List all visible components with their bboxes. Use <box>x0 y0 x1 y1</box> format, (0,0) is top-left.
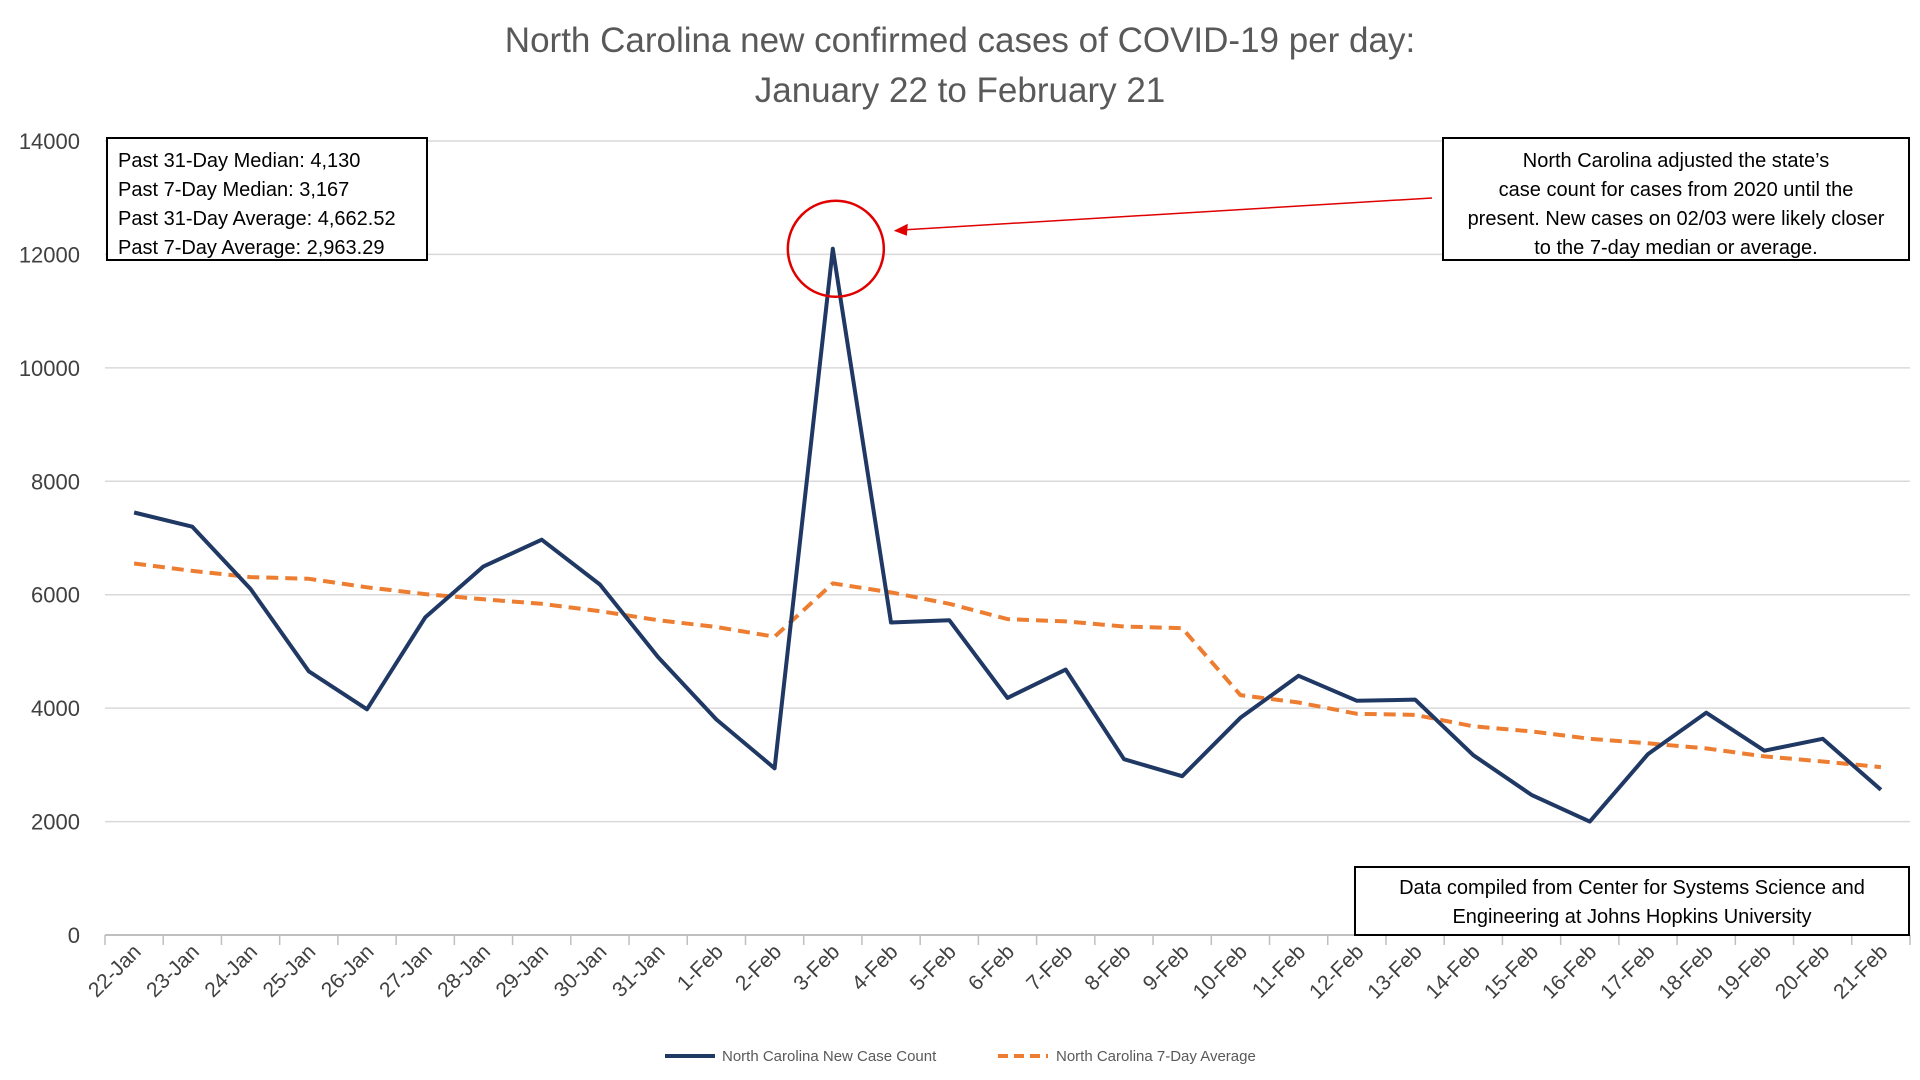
x-tick-label: 9-Feb <box>1139 940 1194 995</box>
series-line-case-count <box>133 246 1883 824</box>
x-tick-label: 26-Jan <box>317 940 379 1002</box>
y-tick-label: 2000 <box>31 810 80 835</box>
x-tick-label: 4-Feb <box>848 940 903 995</box>
x-tick-label: 21-Feb <box>1829 940 1892 1003</box>
x-tick-label: 10-Feb <box>1189 940 1252 1003</box>
series-line-7day-average <box>133 561 1882 770</box>
x-tick-label: 29-Jan <box>492 940 554 1002</box>
x-tick-label: 20-Feb <box>1771 940 1834 1003</box>
y-axis-ticks: 0 2000 4000 6000 8000 10000 12000 14000 <box>19 129 80 948</box>
x-tick-label: 16-Feb <box>1538 940 1601 1003</box>
x-tick-label: 27-Jan <box>375 940 437 1002</box>
source-note-box: Data compiled from Center for Systems Sc… <box>1354 866 1910 936</box>
stat-31day-average: Past 31-Day Average: 4,662.52 <box>118 208 396 230</box>
x-tick-label: 28-Jan <box>433 940 495 1002</box>
x-tick-label: 17-Feb <box>1596 940 1659 1003</box>
x-tick-label: 19-Feb <box>1713 940 1776 1003</box>
adjustment-note-line: North Carolina adjusted the state’s <box>1522 150 1830 172</box>
chart-title-line-2: January 22 to February 21 <box>755 71 1166 110</box>
x-tick-label: 2-Feb <box>731 940 786 995</box>
y-tick-label: 4000 <box>31 696 80 721</box>
x-tick-label: 18-Feb <box>1654 940 1717 1003</box>
adjustment-note-line: present. New cases on 02/03 were likely … <box>1467 208 1885 230</box>
x-tick-label: 15-Feb <box>1480 940 1543 1003</box>
series-layer <box>133 246 1883 824</box>
stat-31day-median: Past 31-Day Median: 4,130 <box>118 150 361 172</box>
x-tick-label: 31-Jan <box>608 940 670 1002</box>
source-note-line: Data compiled from Center for Systems Sc… <box>1399 877 1865 899</box>
adjustment-note-line: case count for cases from 2020 until the <box>1498 179 1854 201</box>
x-tick-label: 7-Feb <box>1022 940 1077 995</box>
x-tick-label: 25-Jan <box>259 940 321 1002</box>
stat-7day-median: Past 7-Day Median: 3,167 <box>118 179 350 201</box>
legend-label-case-count: North Carolina New Case Count <box>722 1048 937 1065</box>
stats-box: Past 31-Day Median: 4,130 Past 7-Day Med… <box>106 137 428 261</box>
x-tick-label: 23-Jan <box>142 940 204 1002</box>
x-tick-label: 8-Feb <box>1080 940 1135 995</box>
y-tick-label: 6000 <box>31 583 80 608</box>
adjustment-note-line: to the 7-day median or average. <box>1534 237 1818 259</box>
x-tick-label: 13-Feb <box>1363 940 1426 1003</box>
x-tick-label: 22-Jan <box>84 940 146 1002</box>
x-tick-label: 3-Feb <box>789 940 844 995</box>
y-tick-label: 14000 <box>19 129 80 154</box>
y-tick-label: 10000 <box>19 356 80 381</box>
adjustment-note-box: North Carolina adjusted the state’s case… <box>1442 137 1910 261</box>
x-tick-label: 6-Feb <box>964 940 1019 995</box>
x-tick-label: 1-Feb <box>673 940 728 995</box>
chart-title-line-1: North Carolina new confirmed cases of CO… <box>505 21 1415 60</box>
y-tick-label: 8000 <box>31 469 80 494</box>
stat-7day-average: Past 7-Day Average: 2,963.29 <box>118 237 385 259</box>
x-tick-label: 24-Jan <box>200 940 262 1002</box>
x-tick-label: 30-Jan <box>550 940 612 1002</box>
annotation-arrowhead <box>893 223 908 236</box>
y-tick-label: 0 <box>68 923 80 948</box>
x-tick-label: 14-Feb <box>1422 940 1485 1003</box>
legend-label-7day-average: North Carolina 7-Day Average <box>1056 1048 1256 1065</box>
x-axis-ticks: 22-Jan23-Jan24-Jan25-Jan26-Jan27-Jan28-J… <box>84 935 1911 1004</box>
x-tick-label: 5-Feb <box>906 940 961 995</box>
annotation-arrow-line <box>905 197 1433 231</box>
legend: North Carolina New Case Count North Caro… <box>665 1048 1256 1065</box>
x-tick-label: 12-Feb <box>1305 940 1368 1003</box>
highlight-circle <box>786 199 886 299</box>
source-note-line: Engineering at Johns Hopkins University <box>1452 906 1812 928</box>
highlight-layer <box>786 197 1433 299</box>
y-tick-label: 12000 <box>19 242 80 267</box>
x-tick-label: 11-Feb <box>1248 940 1310 1002</box>
